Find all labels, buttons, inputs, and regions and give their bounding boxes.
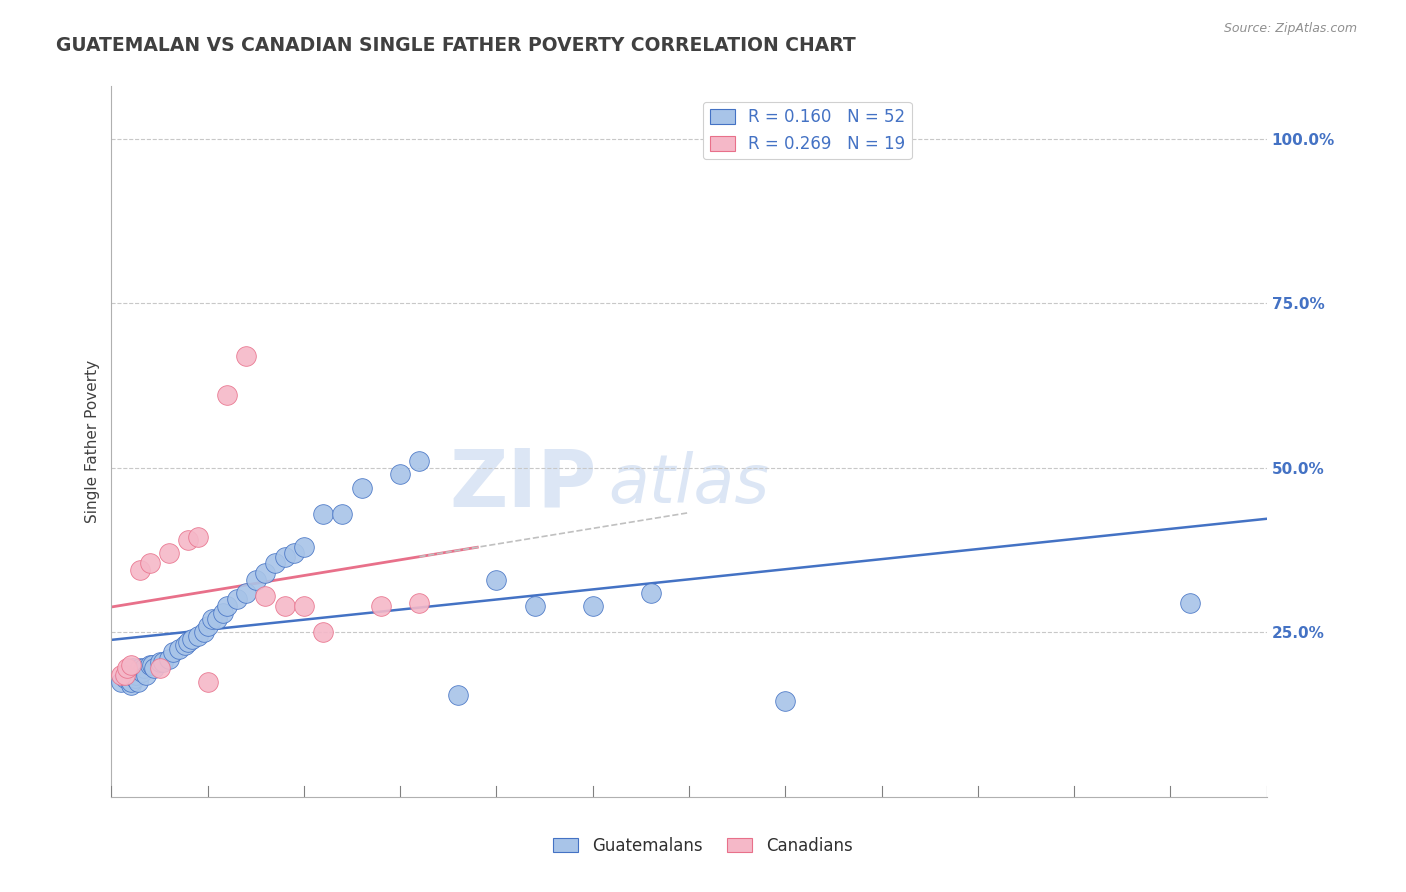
Point: [114, 671, 136, 685]
Point: [408, 596, 430, 610]
Y-axis label: Single Father Poverty: Single Father Poverty: [86, 360, 100, 523]
Legend: R = 0.160   N = 52, R = 0.269   N = 19: R = 0.160 N = 52, R = 0.269 N = 19: [703, 102, 911, 160]
Point: [118, 665, 141, 679]
Point: [127, 674, 149, 689]
Point: [187, 629, 209, 643]
Point: [110, 674, 132, 689]
Point: [162, 645, 184, 659]
Point: [225, 592, 247, 607]
Point: [121, 661, 143, 675]
Point: [235, 349, 257, 363]
Text: Source: ZipAtlas.com: Source: ZipAtlas.com: [1223, 22, 1357, 36]
Point: [148, 661, 170, 675]
Text: ZIP: ZIP: [450, 445, 596, 524]
Point: [212, 606, 235, 620]
Legend: Guatemalans, Canadians: Guatemalans, Canadians: [547, 830, 859, 862]
Point: [129, 661, 152, 675]
Point: [1178, 596, 1201, 610]
Point: [173, 639, 195, 653]
Point: [139, 658, 162, 673]
Point: [245, 573, 267, 587]
Point: [254, 566, 277, 580]
Point: [157, 651, 180, 665]
Point: [110, 668, 132, 682]
Point: [152, 655, 174, 669]
Point: [120, 658, 142, 673]
Point: [200, 612, 222, 626]
Point: [139, 556, 162, 570]
Point: [215, 388, 238, 402]
Point: [447, 688, 470, 702]
Point: [177, 635, 200, 649]
Point: [254, 589, 277, 603]
Point: [264, 556, 287, 570]
Point: [524, 599, 547, 613]
Point: [389, 467, 412, 482]
Point: [283, 546, 305, 560]
Point: [640, 586, 662, 600]
Point: [141, 658, 163, 673]
Point: [114, 668, 136, 682]
Text: atlas: atlas: [609, 451, 769, 517]
Point: [115, 661, 138, 675]
Point: [370, 599, 392, 613]
Point: [181, 632, 204, 646]
Text: GUATEMALAN VS CANADIAN SINGLE FATHER POVERTY CORRELATION CHART: GUATEMALAN VS CANADIAN SINGLE FATHER POV…: [56, 36, 856, 54]
Point: [129, 563, 152, 577]
Point: [124, 671, 146, 685]
Point: [193, 625, 215, 640]
Point: [485, 573, 508, 587]
Point: [120, 678, 142, 692]
Point: [157, 546, 180, 560]
Point: [120, 674, 142, 689]
Point: [134, 661, 156, 675]
Point: [775, 694, 797, 708]
Point: [273, 599, 295, 613]
Point: [312, 625, 335, 640]
Point: [350, 481, 373, 495]
Point: [273, 549, 295, 564]
Point: [142, 661, 165, 675]
Point: [292, 540, 315, 554]
Point: [125, 668, 148, 682]
Point: [312, 507, 335, 521]
Point: [215, 599, 238, 613]
Point: [207, 612, 229, 626]
Point: [197, 674, 219, 689]
Point: [131, 665, 153, 679]
Point: [332, 507, 354, 521]
Point: [408, 454, 430, 468]
Point: [148, 655, 170, 669]
Point: [115, 668, 138, 682]
Point: [177, 533, 200, 548]
Point: [167, 641, 190, 656]
Point: [197, 618, 219, 632]
Point: [135, 668, 157, 682]
Point: [235, 586, 257, 600]
Point: [292, 599, 315, 613]
Point: [582, 599, 605, 613]
Point: [187, 530, 209, 544]
